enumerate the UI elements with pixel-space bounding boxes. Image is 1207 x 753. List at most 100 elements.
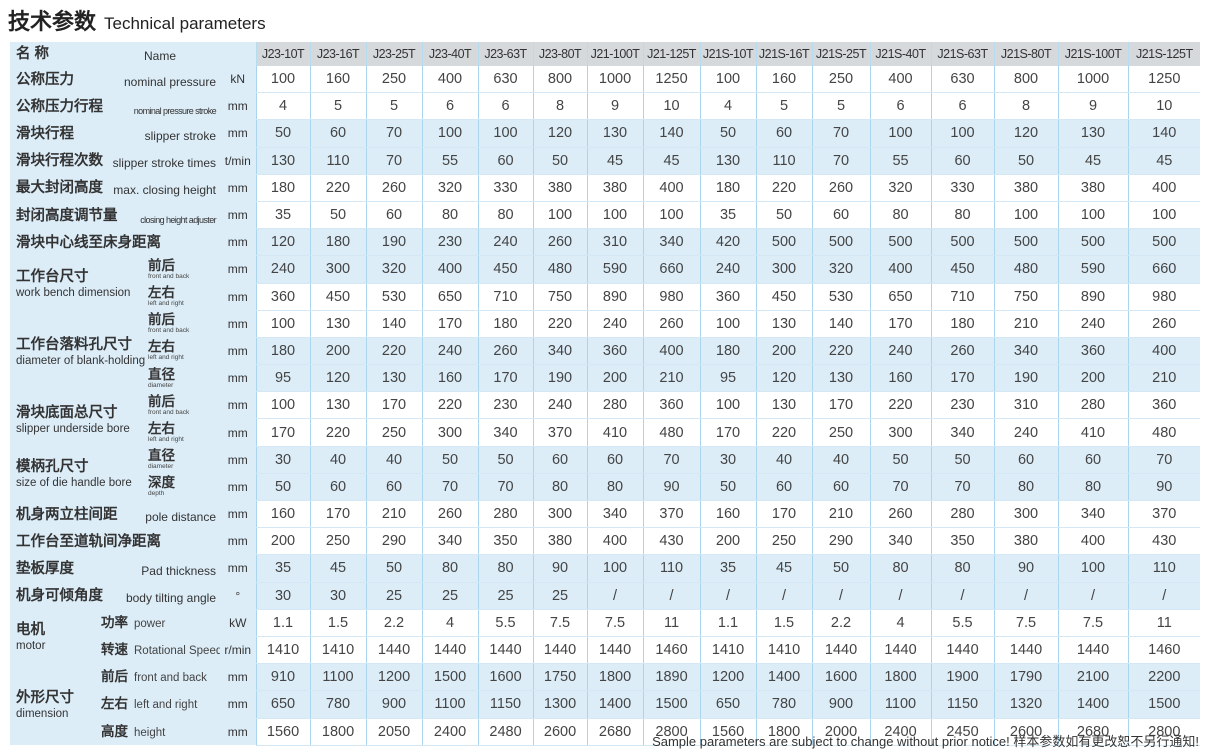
value-cell: 200 (586, 364, 644, 393)
row-label-cn: 滑块行程次数 (16, 153, 103, 170)
value-cell: 80 (869, 554, 932, 583)
value-cell: 400 (1127, 174, 1201, 202)
value-cell: 250 (309, 527, 367, 556)
group-label-en: diameter of blank-holding hole (16, 354, 148, 367)
value-cell: 320 (869, 174, 932, 202)
value-cell: 1790 (993, 663, 1059, 692)
value-cell: 80 (869, 201, 932, 230)
value-cell: 60 (586, 446, 644, 474)
table-row: 机身两立柱间距 pole distance mm 160 170 210 260 280 300… (10, 500, 1201, 529)
table-row: 直径 diameter mm 95 120 130 160 170 190 200 210 95 120… (10, 364, 1201, 393)
value-cell: 60 (811, 473, 871, 502)
sub-label-cn: 深度 (148, 475, 175, 491)
value-cell: 340 (532, 337, 588, 366)
value-cell: 1410 (699, 636, 757, 665)
value-cell: 660 (642, 255, 701, 284)
value-cell: 1460 (1127, 636, 1201, 665)
value-cell: 1440 (365, 636, 423, 665)
value-cell: 110 (1127, 554, 1201, 583)
value-cell: 210 (993, 310, 1059, 338)
group-label: 模柄孔尺寸 size of die handle bore (10, 446, 148, 501)
value-cell: 80 (477, 201, 534, 230)
unit-cell: mm (220, 718, 257, 746)
value-cell: 250 (365, 66, 423, 94)
value-cell: 10 (642, 92, 701, 121)
value-cell: 160 (255, 500, 311, 529)
value-cell: 70 (642, 446, 701, 474)
value-cell: / (993, 582, 1059, 610)
value-cell: 200 (1057, 364, 1129, 393)
value-cell: 120 (755, 364, 813, 393)
parameters-table: 名 称 Name J23-10T J23-16T J23-25T J23-40T J23… (10, 42, 1201, 746)
group-label-en: work bench dimension (16, 287, 131, 299)
value-cell: 130 (255, 147, 311, 175)
value-cell: 180 (255, 337, 311, 366)
sub-label: 前后 front and back (148, 391, 221, 419)
model-header: J21-125T (642, 42, 701, 66)
value-cell: 2680 (586, 718, 644, 746)
value-cell: 900 (811, 690, 871, 719)
value-cell: 260 (532, 228, 588, 257)
row-label: 公称压力 nominal pressure (10, 66, 221, 93)
table-row: 转速 Rotational Speed r/min 1410 1410 1440 1440 1… (10, 636, 1201, 665)
header-row: 名 称 Name J23-10T J23-16T J23-25T J23-40T J23… (10, 42, 1201, 66)
value-cell: 100 (255, 310, 311, 338)
value-cell: 100 (586, 554, 644, 583)
group-label: 工作台尺寸 work bench dimension (10, 255, 148, 311)
value-cell: 1500 (642, 690, 701, 719)
value-cell: 1400 (586, 690, 644, 719)
value-cell: 30 (309, 582, 367, 610)
value-cell: 140 (365, 310, 423, 338)
value-cell: 5 (755, 92, 813, 121)
value-cell: 220 (811, 337, 871, 366)
value-cell: 210 (365, 500, 423, 529)
value-cell: 320 (811, 255, 871, 284)
value-cell: 2600 (532, 718, 588, 746)
value-cell: 180 (477, 310, 534, 338)
value-cell: 1440 (811, 636, 871, 665)
title-en: Technical parameters (104, 14, 266, 33)
value-cell: 230 (421, 228, 479, 257)
value-cell: 1500 (1127, 690, 1201, 719)
value-cell: 120 (255, 228, 311, 257)
value-cell: 1410 (309, 636, 367, 665)
model-header: J21S-63T (930, 42, 995, 66)
value-cell: 240 (699, 255, 757, 284)
value-cell: 80 (930, 554, 995, 583)
value-cell: 300 (421, 418, 479, 447)
value-cell: 430 (1127, 527, 1201, 556)
value-cell: 380 (586, 174, 644, 202)
value-cell: 1410 (255, 636, 311, 665)
value-cell: 1440 (1057, 636, 1129, 665)
row-label-cn: 滑块中心线至床身距离 (16, 234, 161, 251)
value-cell: 420 (699, 228, 757, 257)
unit-cell: mm (220, 364, 257, 392)
value-cell: 480 (642, 418, 701, 447)
value-cell: 530 (365, 283, 423, 311)
row-label-wrap: 最大封闭高度 max. closing height (10, 174, 220, 201)
value-cell: 240 (586, 310, 644, 338)
value-cell: 500 (811, 228, 871, 257)
unit-cell: mm (220, 283, 257, 311)
value-cell: 190 (365, 228, 423, 257)
value-cell: 60 (477, 147, 534, 175)
value-cell: 50 (993, 147, 1059, 175)
value-cell: 250 (811, 66, 871, 94)
value-cell: 70 (365, 147, 423, 175)
value-cell: 500 (993, 228, 1059, 257)
value-cell: 50 (532, 147, 588, 175)
table-row: 滑块行程 slipper stroke mm 50 60 70 100 100 120 130 14… (10, 119, 1201, 148)
value-cell: 45 (755, 554, 813, 583)
model-header: J21S-40T (869, 42, 932, 66)
value-cell: 890 (1057, 283, 1129, 311)
value-cell: 60 (1057, 446, 1129, 474)
value-cell: 210 (1127, 364, 1201, 393)
value-cell: 360 (1127, 391, 1201, 420)
unit-cell: kW (220, 609, 257, 637)
row-label: 公称压力行程 nominal pressure stroke (10, 92, 221, 120)
value-cell: 1440 (421, 636, 479, 665)
sub-label-cn: 前后 (148, 257, 175, 273)
value-cell: 70 (811, 119, 871, 148)
value-cell: 1890 (642, 663, 701, 692)
value-cell: 500 (1127, 228, 1201, 257)
